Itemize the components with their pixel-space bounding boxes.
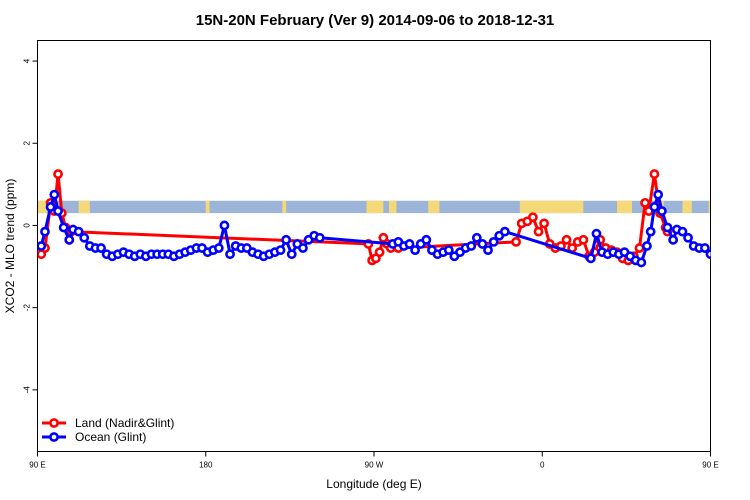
series-point-2 (275, 245, 286, 256)
series-point-2 (499, 226, 510, 237)
land-span (282, 200, 287, 214)
series-point-2 (213, 243, 224, 253)
series-point-2 (645, 226, 656, 237)
series-point-2 (53, 206, 63, 216)
land-span (366, 200, 384, 214)
series-point-2 (591, 228, 602, 239)
series-point-2 (656, 206, 667, 216)
x-tick-label: 90 W (365, 461, 384, 470)
series-point-2 (668, 234, 679, 245)
series-point-2 (40, 226, 50, 237)
series-point-2 (443, 245, 454, 256)
y-axis-label: XCO2 - MLO trend (ppm) (3, 179, 17, 314)
x-tick-label: 0 (540, 461, 545, 470)
legend: Land (Nadir&Glint)Ocean (Glint) (42, 416, 174, 444)
legend-marker (49, 418, 59, 428)
series-point-2 (404, 239, 415, 249)
series-point-1 (649, 169, 660, 179)
series-point-1 (578, 234, 589, 245)
land-span (617, 200, 632, 214)
series-point-2 (699, 243, 710, 253)
land-span (708, 200, 711, 214)
series-point-2 (585, 253, 596, 264)
land-span (428, 200, 440, 214)
series-point-2 (49, 189, 60, 200)
land-span (37, 200, 47, 214)
series-layer (37, 169, 711, 268)
land-span (388, 200, 397, 214)
y-tick-label: 2 (23, 140, 32, 145)
land-span (205, 200, 210, 214)
series-point-1 (528, 212, 538, 223)
series-point-1 (640, 197, 650, 208)
land-ocean-strip (37, 200, 711, 214)
land-span (519, 200, 584, 214)
legend-entry: Ocean (Glint) (75, 430, 146, 444)
y-axis: -4 -2 0 2 4 (23, 58, 38, 393)
series-point-2 (281, 234, 292, 245)
y-tick-label: 0 (23, 223, 32, 228)
series-point-2 (286, 249, 297, 260)
legend-entry: Land (Nadir&Glint) (75, 416, 174, 430)
series-point-1 (561, 234, 572, 245)
series-point-2 (37, 241, 47, 251)
series-point-2 (477, 239, 488, 249)
series-point-1 (374, 247, 385, 258)
series-point-2 (488, 236, 499, 247)
series-point-1 (539, 218, 550, 229)
series-point-2 (705, 249, 711, 260)
series-point-2 (219, 220, 230, 231)
x-tick-label: 180 (199, 461, 213, 470)
series-point-2 (649, 202, 660, 212)
series-point-2 (636, 257, 647, 268)
series-point-2 (683, 232, 693, 243)
series-point-2 (653, 189, 664, 200)
series-1 (37, 169, 673, 266)
x-axis: 90 E 180 90 W 0 90 E (29, 451, 719, 470)
y-tick-label: 4 (23, 58, 32, 63)
series-point-2 (79, 232, 90, 243)
chart-title: 15N-20N February (Ver 9) 2014-09-06 to 2… (196, 12, 555, 29)
series-point-2 (483, 245, 493, 256)
series-point-2 (466, 241, 477, 251)
y-tick-label: -2 (23, 304, 32, 312)
series-point-2 (677, 226, 688, 237)
x-tick-label: 90 E (29, 461, 45, 470)
series-point-2 (662, 222, 673, 233)
series-point-2 (45, 202, 56, 212)
series-point-2 (298, 243, 308, 253)
series-point-2 (73, 226, 84, 237)
series-point-2 (64, 234, 75, 245)
x-axis-label: Longitude (deg E) (326, 477, 421, 491)
legend-marker (49, 432, 59, 442)
x-tick-label: 90 E (702, 461, 718, 470)
series-point-2 (96, 243, 106, 253)
series-point-2 (421, 234, 432, 245)
series-point-2 (642, 241, 652, 251)
series-point-2 (471, 232, 482, 243)
y-tick-label: -4 (23, 386, 32, 394)
series-point-2 (58, 222, 69, 233)
land-span (78, 200, 90, 214)
series-point-1 (533, 226, 544, 237)
land-span (682, 200, 692, 214)
series-point-2 (225, 249, 235, 260)
series-point-1 (634, 243, 645, 253)
series-point-2 (410, 245, 421, 256)
series-point-1 (511, 236, 521, 247)
series-point-2 (314, 232, 325, 243)
series-2 (37, 189, 711, 268)
series-clip-group (37, 169, 711, 268)
series-point-1 (53, 169, 63, 179)
